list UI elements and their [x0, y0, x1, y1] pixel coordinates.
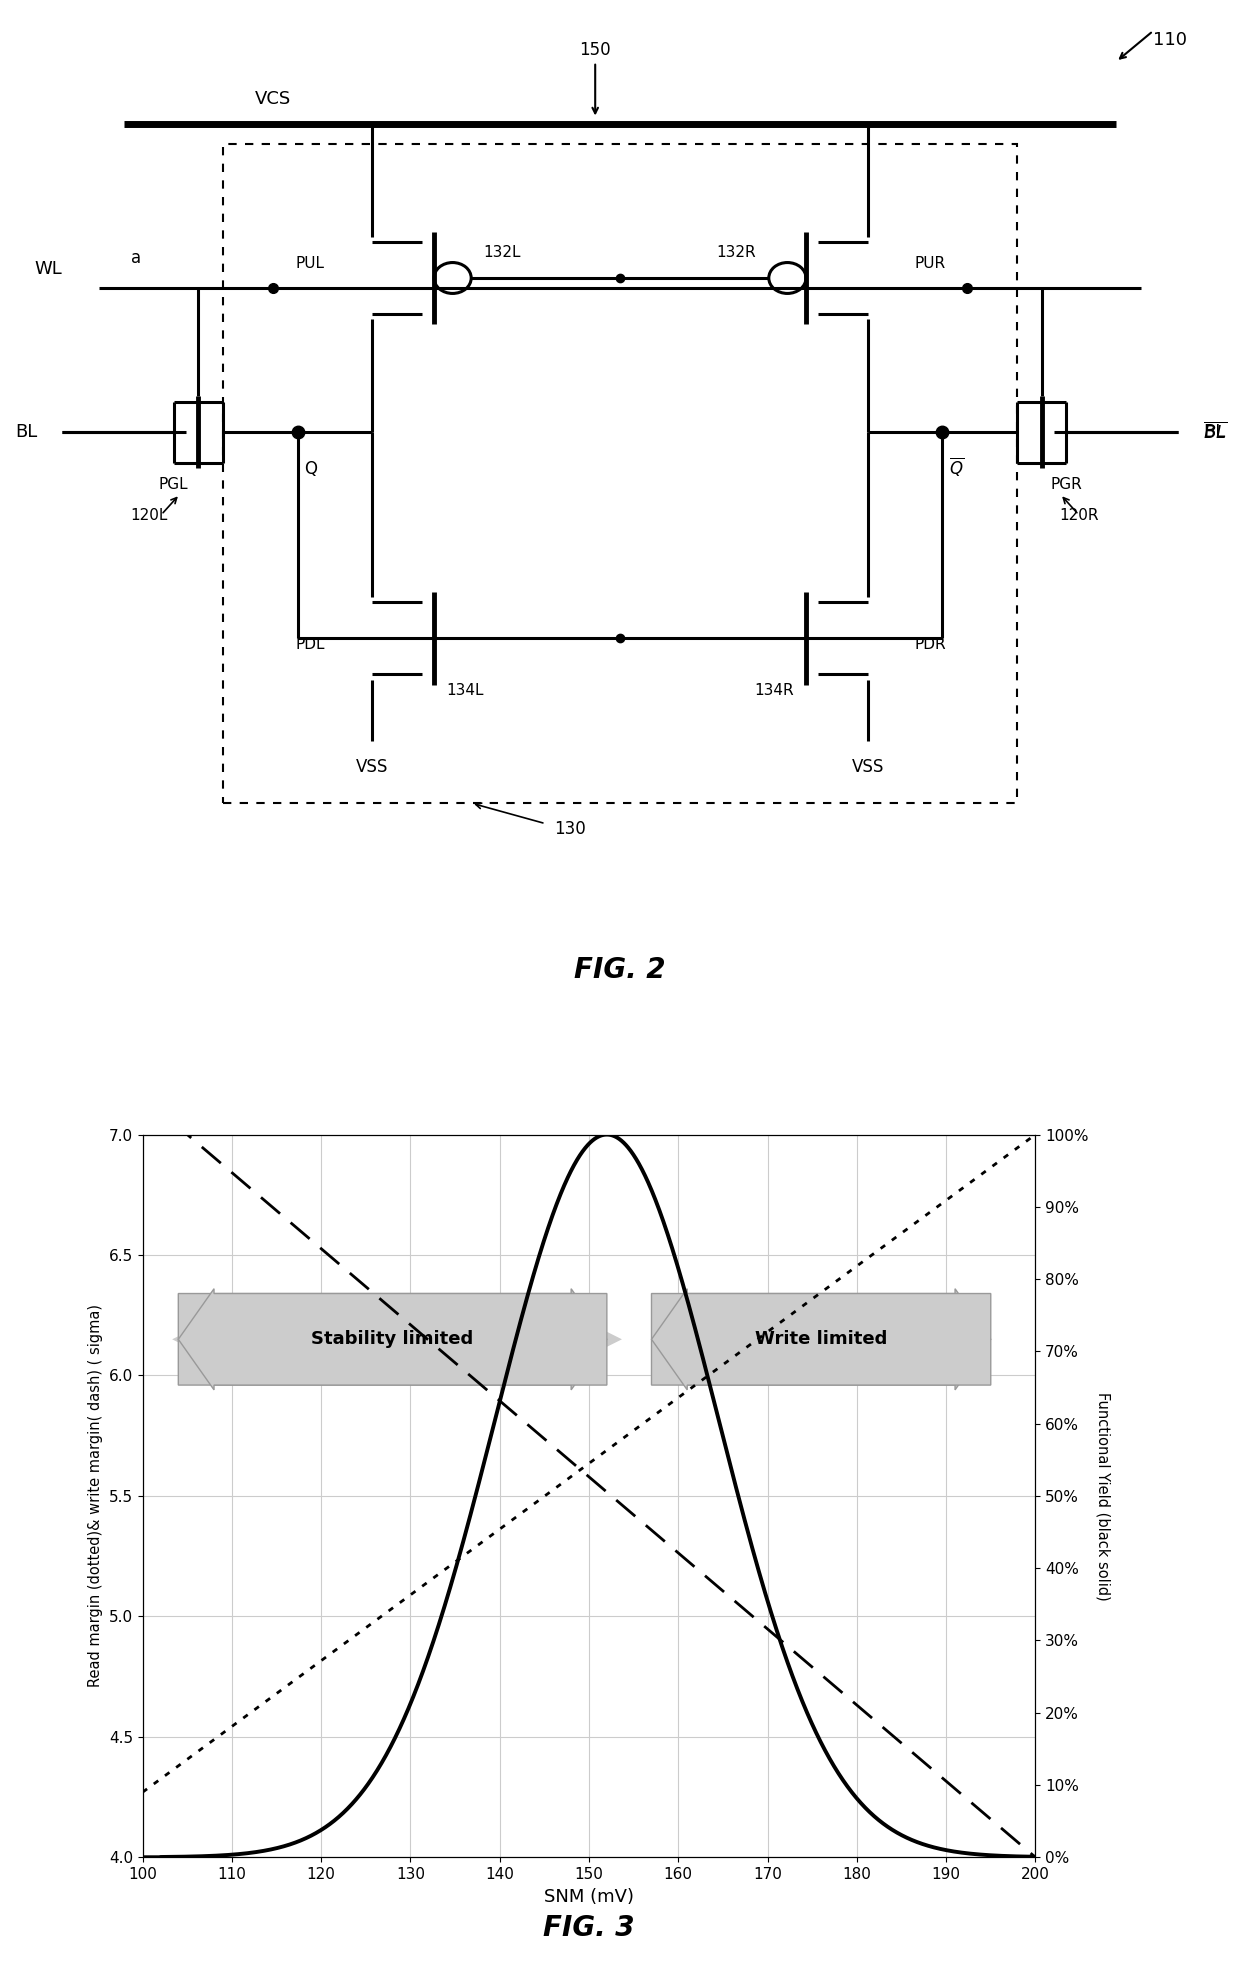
- FancyArrow shape: [651, 1289, 991, 1390]
- Text: PDR: PDR: [914, 638, 946, 651]
- Text: WL: WL: [35, 259, 62, 277]
- Text: BL: BL: [15, 424, 37, 442]
- Text: a: a: [131, 249, 141, 267]
- Text: PGL: PGL: [159, 477, 188, 493]
- Text: VSS: VSS: [356, 758, 388, 776]
- Text: PUL: PUL: [295, 255, 325, 271]
- Text: FIG. 2: FIG. 2: [574, 956, 666, 984]
- Text: 120R: 120R: [1059, 509, 1099, 523]
- Text: Q: Q: [304, 459, 316, 477]
- Text: VCS: VCS: [254, 91, 291, 109]
- Text: Write limited: Write limited: [755, 1331, 888, 1348]
- Text: 150: 150: [579, 42, 611, 59]
- Text: $\overline{Q}$: $\overline{Q}$: [949, 455, 963, 477]
- Text: 130: 130: [554, 820, 587, 838]
- Y-axis label: Functional Yield (black solid): Functional Yield (black solid): [1096, 1392, 1111, 1600]
- Text: VSS: VSS: [852, 758, 884, 776]
- Y-axis label: Read margin (dotted)& write margin( dash) ( sigma): Read margin (dotted)& write margin( dash…: [88, 1305, 103, 1687]
- Text: BL: BL: [1203, 424, 1225, 442]
- Text: $\overline{BL}$: $\overline{BL}$: [1203, 422, 1228, 444]
- Text: PUR: PUR: [914, 255, 946, 271]
- Text: 110: 110: [1153, 32, 1187, 50]
- X-axis label: SNM (mV): SNM (mV): [544, 1887, 634, 1905]
- Bar: [223, 145, 1017, 804]
- FancyArrow shape: [179, 1289, 606, 1390]
- Text: 134L: 134L: [446, 683, 484, 699]
- Text: Stability limited: Stability limited: [311, 1331, 474, 1348]
- FancyArrow shape: [651, 1289, 991, 1390]
- Text: 120L: 120L: [130, 509, 167, 523]
- Text: PDL: PDL: [295, 638, 325, 651]
- Text: 132L: 132L: [484, 246, 521, 261]
- Text: FIG. 3: FIG. 3: [543, 1915, 635, 1942]
- Text: 134R: 134R: [754, 683, 794, 699]
- FancyArrow shape: [179, 1289, 606, 1390]
- Text: PGR: PGR: [1050, 477, 1083, 493]
- Text: 132R: 132R: [717, 246, 756, 261]
